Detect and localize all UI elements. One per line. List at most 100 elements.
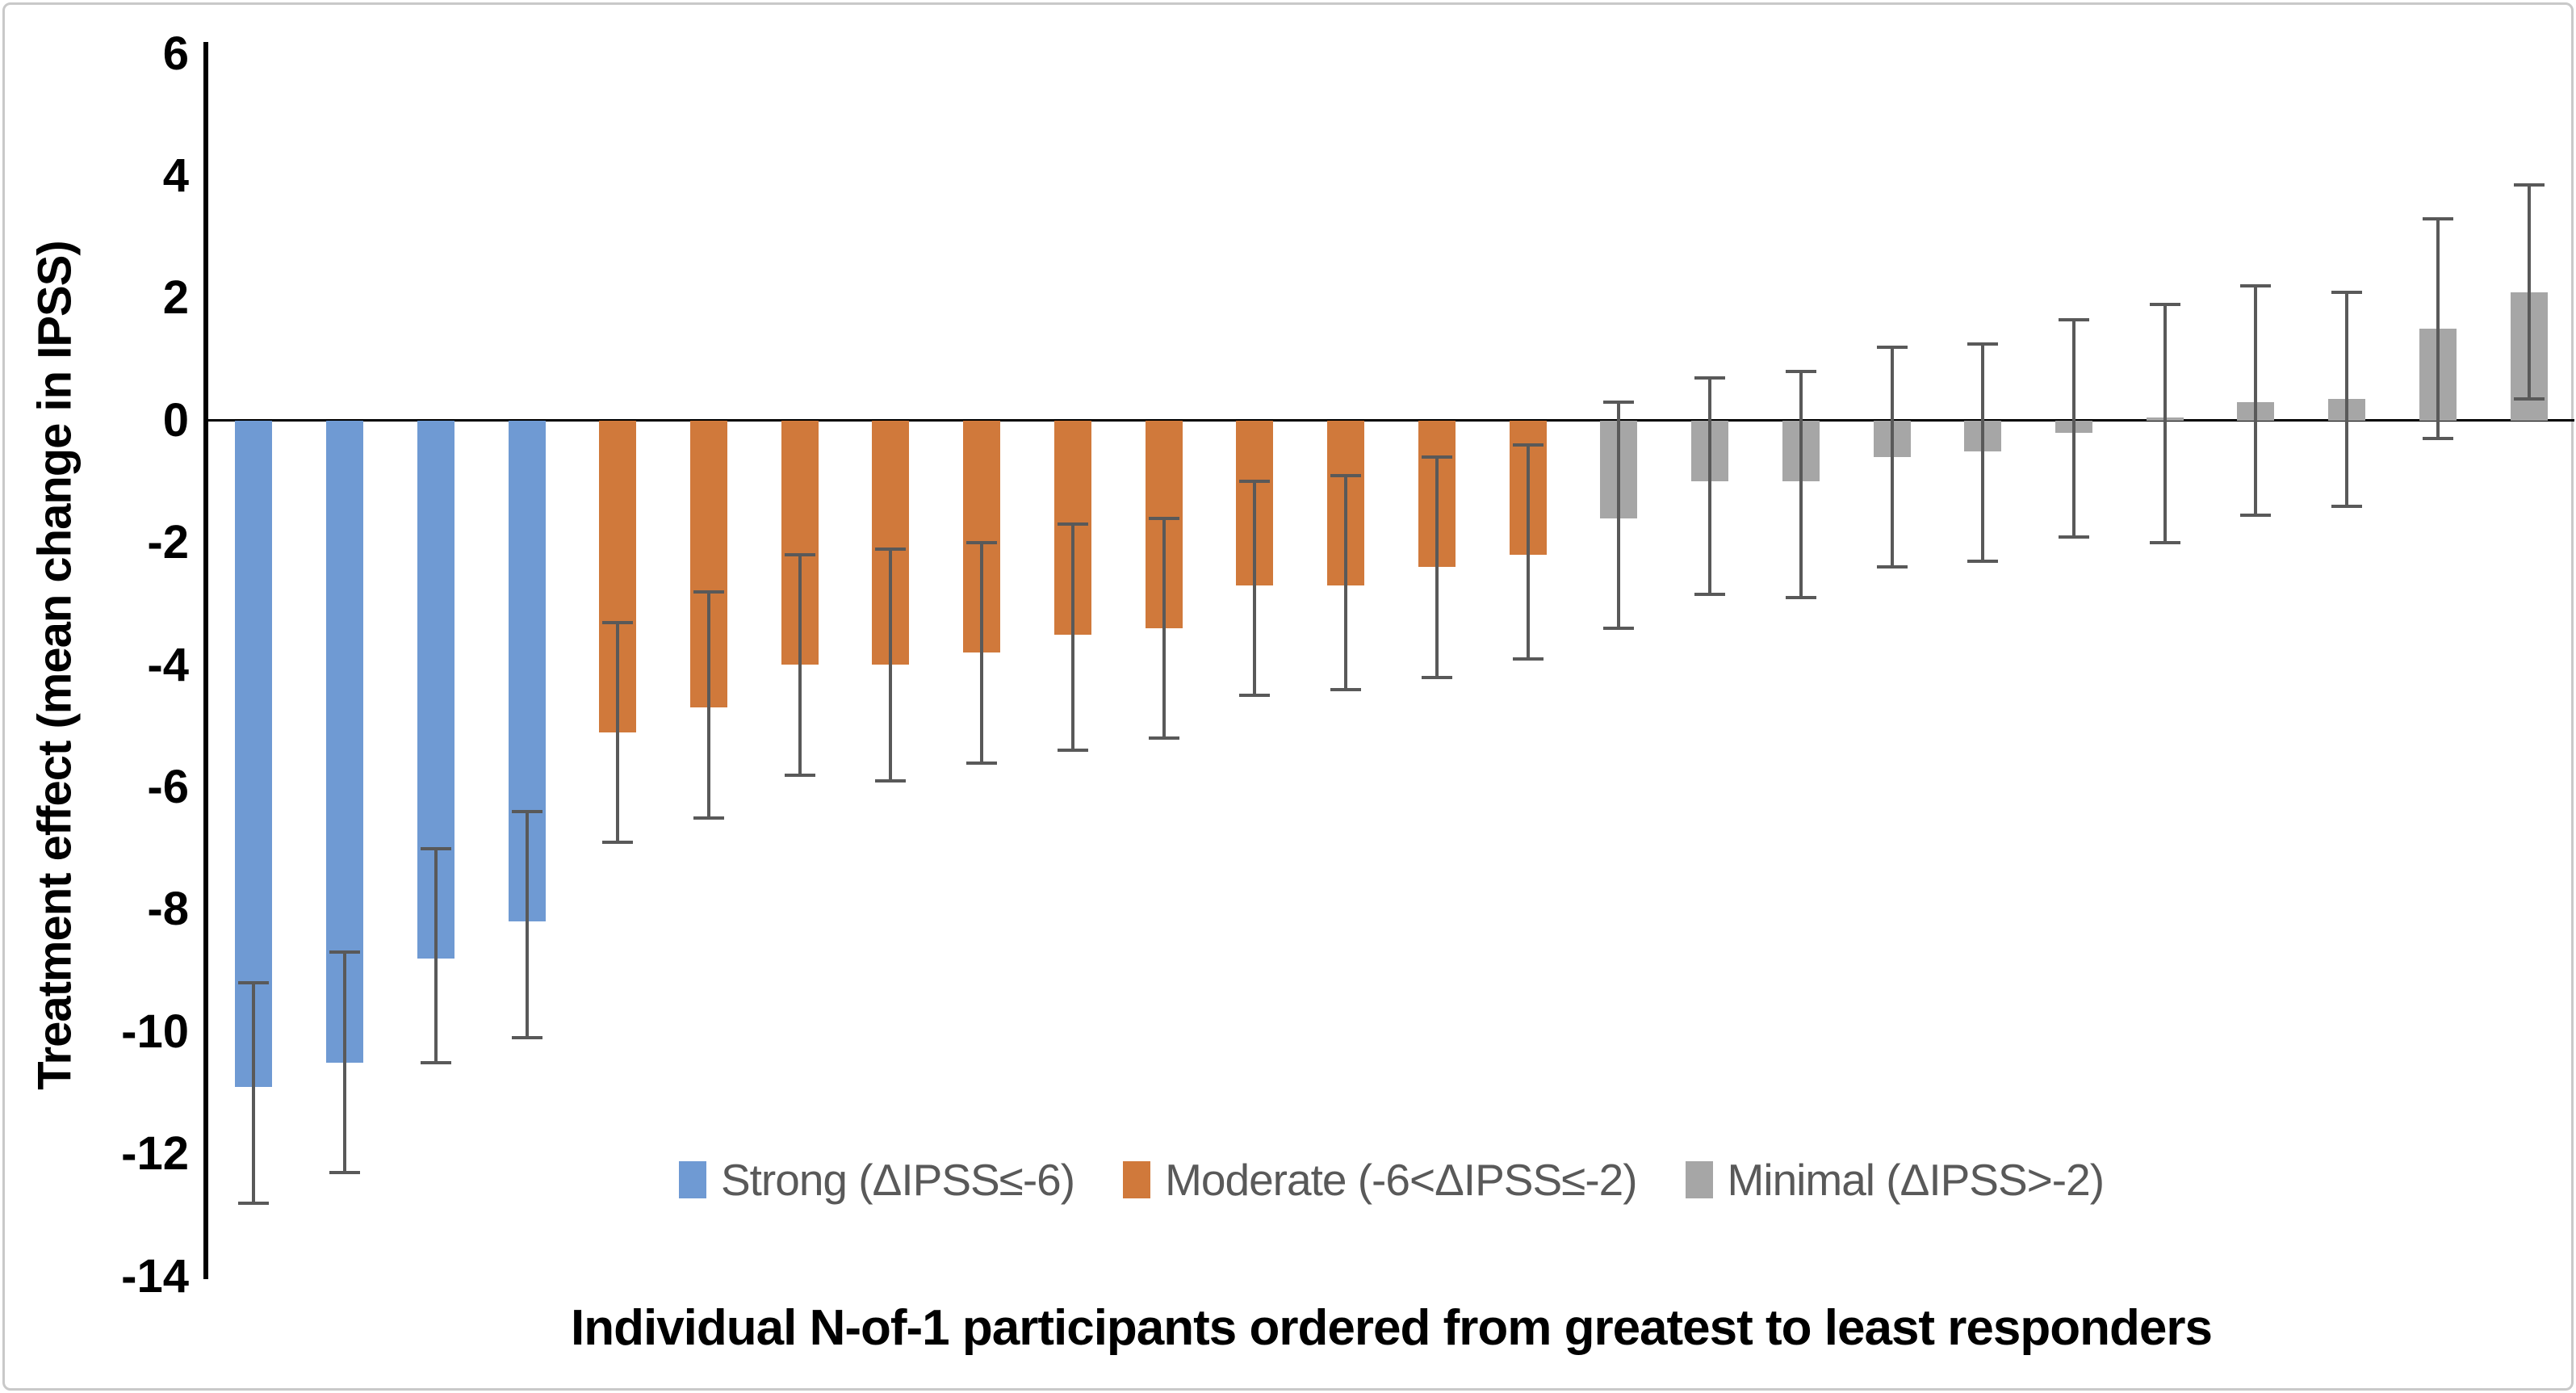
legend-item-minimal: Minimal (ΔIPSS>-2) [1685,1154,2105,1206]
error-bar-cap-bottom [1785,596,1816,600]
error-bar [2071,319,2075,537]
legend-label-strong: Strong (ΔIPSS≤-6) [720,1155,1075,1205]
error-bar [1981,344,1985,561]
legend-item-strong: Strong (ΔIPSS≤-6) [678,1154,1075,1206]
bar-chart: Treatment effect (mean change in IPSS) 6… [5,5,2574,1388]
error-bar-cap-top [875,547,907,551]
error-bar-cap-top [1603,400,1635,404]
error-bar-cap-bottom [1421,675,1452,679]
error-bar [343,952,347,1173]
error-bar-cap-bottom [2331,504,2363,508]
error-bar [1253,481,1257,696]
error-bar-cap-top [2513,183,2545,187]
legend: Strong (ΔIPSS≤-6) Moderate (-6<ΔIPSS≤-2) M… [208,1145,2574,1215]
legend-label-moderate: Moderate (-6<ΔIPSS≤-2) [1165,1155,1637,1205]
legend-item-moderate: Moderate (-6<ΔIPSS≤-2) [1123,1154,1638,1206]
error-bar-cap-bottom [2058,535,2089,539]
error-bar [1617,401,1621,629]
y-tick-label: -14 [121,1249,189,1303]
error-bar [1070,524,1074,751]
error-bar-cap-bottom [784,773,815,777]
error-bar-cap-bottom [1603,627,1635,631]
error-bar [980,543,984,763]
error-bar-cap-top [420,846,451,850]
error-bar [252,983,256,1203]
error-bar [1799,371,1803,598]
y-tick-label: -8 [147,883,189,936]
y-tick-label: 2 [162,271,189,325]
error-bar-cap-bottom [1239,694,1271,698]
y-tick-label: -4 [147,638,189,691]
error-bar-cap-bottom [329,1170,361,1174]
error-bar-cap-bottom [511,1036,542,1040]
legend-swatch-minimal [1685,1161,1713,1198]
error-bar-cap-top [1057,522,1088,527]
error-bar [1344,475,1348,690]
error-bar-cap-top [2331,290,2363,294]
error-bar-cap-top [238,981,270,985]
error-bar-cap-top [693,590,725,594]
error-bar-cap-top [2149,302,2180,306]
error-bar-cap-top [1967,342,1999,346]
error-bar [2254,286,2258,516]
error-bar-cap-top [511,810,542,814]
y-tick-label: 4 [162,149,189,202]
error-bar-cap-bottom [1967,559,1999,563]
error-bar [1708,377,1712,595]
error-bar-cap-bottom [602,841,634,845]
y-tick-label: -6 [147,760,189,813]
error-bar-cap-top [1421,455,1452,459]
y-tick-label: -12 [121,1127,189,1181]
error-bar-cap-top [1785,370,1816,374]
error-bar-cap-top [1694,376,1726,380]
error-bar-cap-bottom [875,779,907,783]
error-bar [1890,346,1894,568]
error-bar [1526,444,1530,659]
error-bar [2527,185,2531,400]
error-bar-cap-bottom [1148,736,1179,741]
x-axis-title: Individual N-of-1 participants ordered f… [571,1300,2213,1356]
error-bar [1435,457,1439,678]
zero-baseline [208,419,2574,422]
y-tick-label: 6 [162,27,189,80]
error-bar [889,548,893,782]
error-bar-cap-top [2058,317,2089,321]
y-tick-label: -2 [147,516,189,569]
error-bar-cap-top [602,620,634,624]
error-bar-cap-bottom [1330,687,1362,691]
error-bar-cap-top [1330,473,1362,477]
bar-participant-1 [235,420,273,1087]
legend-swatch-moderate [1123,1161,1151,1198]
error-bar-cap-bottom [1694,593,1726,597]
error-bar [707,591,711,818]
legend-label-minimal: Minimal (ΔIPSS>-2) [1727,1155,2105,1205]
error-bar [434,848,438,1063]
error-bar-cap-top [2240,284,2272,288]
error-bar-cap-top [784,553,815,557]
error-bar-cap-bottom [420,1060,451,1064]
error-bar [525,812,529,1038]
error-bar-cap-top [1148,516,1179,520]
error-bar [2163,304,2167,543]
error-bar [1162,518,1166,739]
error-bar-cap-top [2422,216,2453,220]
y-tick-label: -10 [121,1005,189,1058]
error-bar-cap-top [329,950,361,955]
error-bar-cap-bottom [2240,514,2272,518]
error-bar-cap-top [966,541,998,545]
error-bar-cap-bottom [966,761,998,765]
error-bar-cap-bottom [2149,541,2180,545]
error-bar-cap-bottom [2513,397,2545,401]
error-bar [616,622,620,843]
error-bar-cap-top [1876,345,1908,349]
error-bar [2436,218,2440,439]
error-bar-cap-bottom [693,816,725,820]
error-bar-cap-bottom [2422,437,2453,441]
error-bar-cap-top [1512,443,1544,447]
error-bar [2345,292,2349,506]
error-bar-cap-bottom [1057,749,1088,753]
error-bar-cap-bottom [1876,565,1908,569]
legend-swatch-strong [678,1161,706,1198]
error-bar-cap-bottom [1512,657,1544,661]
